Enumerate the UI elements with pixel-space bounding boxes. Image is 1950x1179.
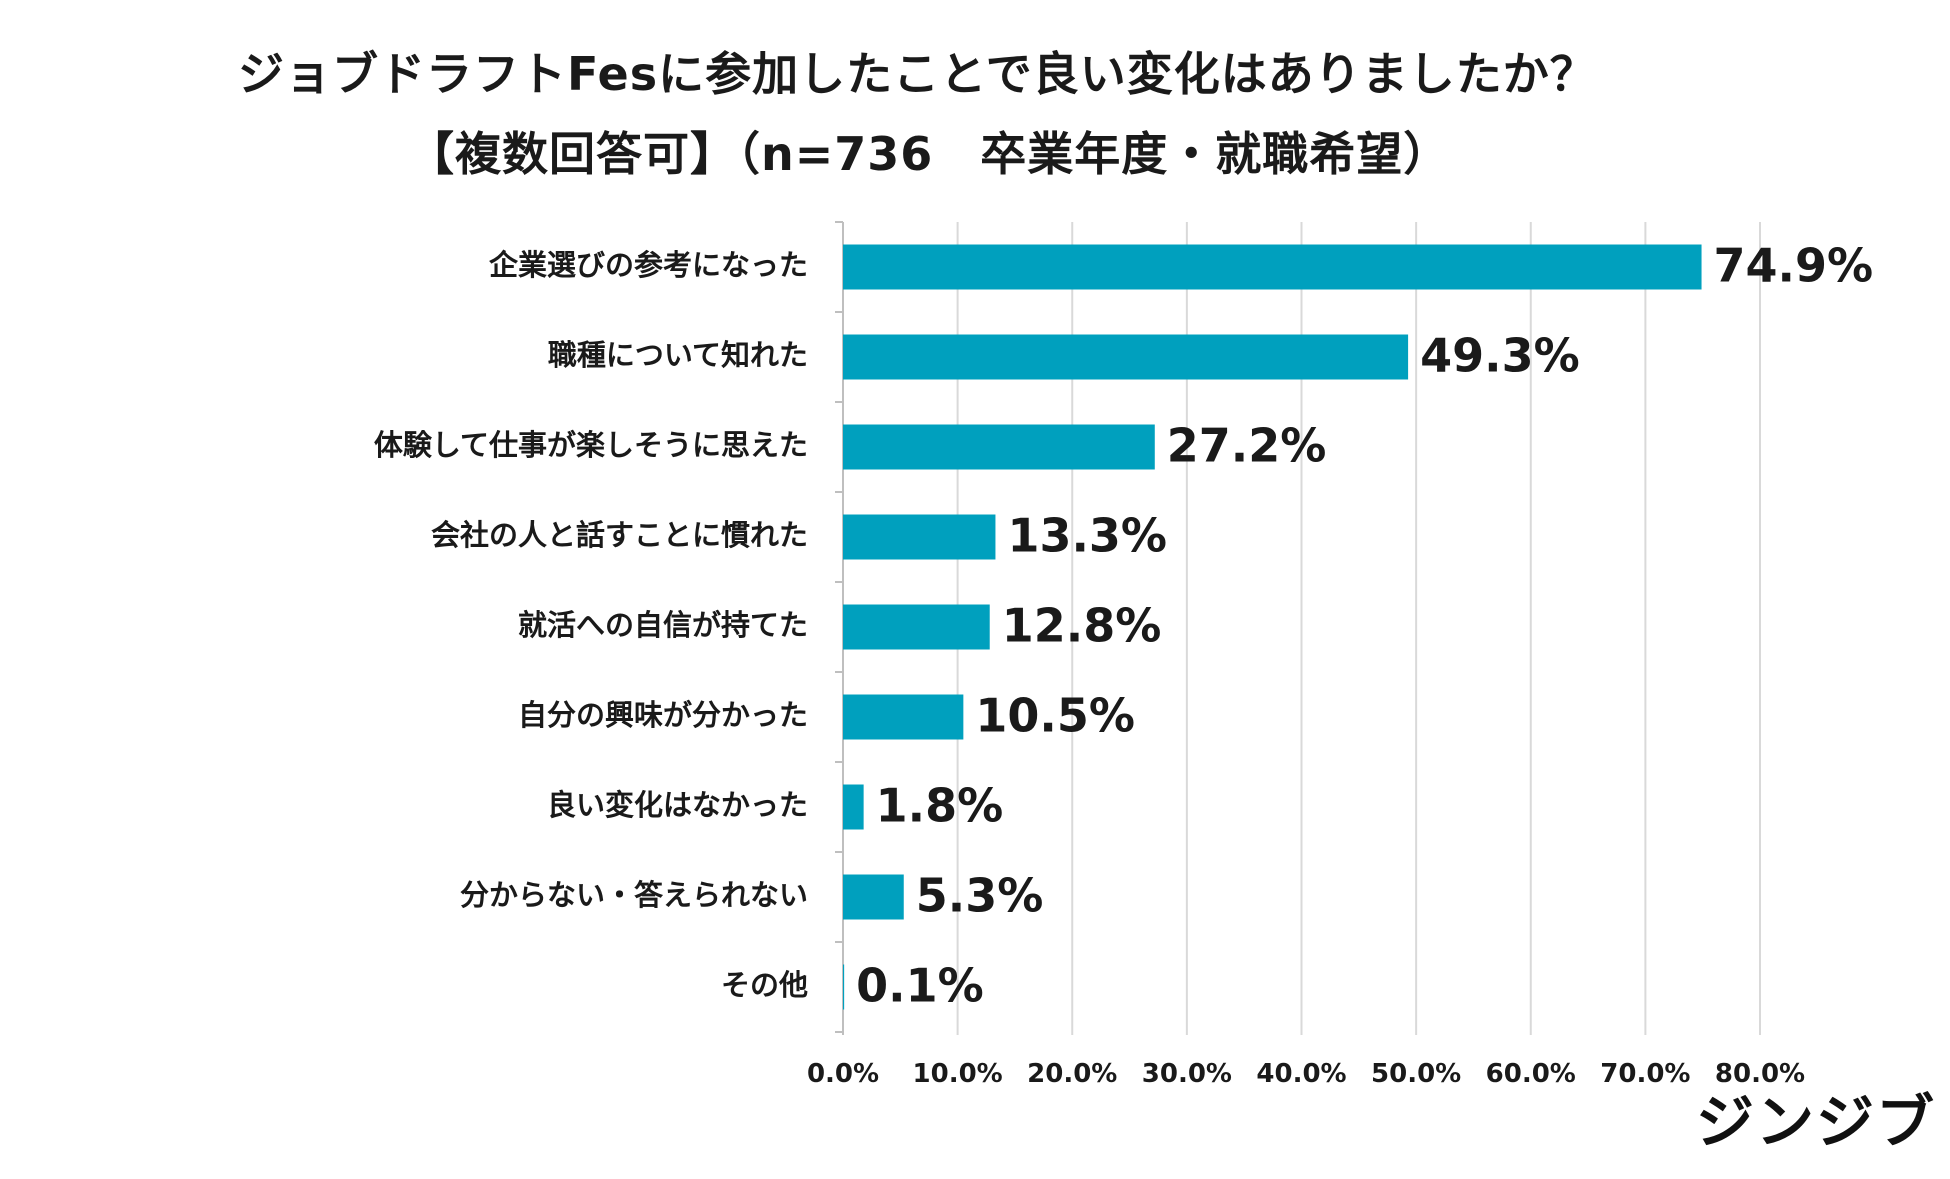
value-label-1: 49.3% bbox=[1420, 329, 1580, 383]
value-label-4: 12.8% bbox=[1002, 599, 1162, 653]
x-tick-label-8: 80.0% bbox=[1715, 1059, 1805, 1089]
category-label-5: 自分の興味が分かった bbox=[518, 698, 808, 732]
category-label-4: 就活への自信が持てた bbox=[518, 608, 808, 642]
category-label-6: 良い変化はなかった bbox=[547, 788, 808, 822]
value-label-7: 5.3% bbox=[916, 869, 1044, 923]
x-tick-label-3: 30.0% bbox=[1142, 1059, 1232, 1089]
category-label-7: 分からない・答えられない bbox=[460, 878, 808, 912]
value-label-3: 13.3% bbox=[1007, 509, 1167, 563]
bar-1 bbox=[843, 334, 1409, 380]
value-label-0: 74.9% bbox=[1714, 239, 1874, 293]
x-tick-label-7: 70.0% bbox=[1600, 1059, 1690, 1089]
category-label-0: 企業選びの参考になった bbox=[489, 248, 808, 282]
category-label-2: 体験して仕事が楽しそうに思えた bbox=[374, 428, 808, 462]
bar-4 bbox=[843, 604, 990, 650]
bar-2 bbox=[843, 424, 1155, 470]
chart-title-line2: 【複数回答可】（n=736 卒業年度・就職希望） bbox=[408, 127, 1451, 181]
x-tick-label-6: 60.0% bbox=[1486, 1059, 1576, 1089]
bar-0 bbox=[843, 244, 1702, 290]
value-label-5: 10.5% bbox=[975, 689, 1135, 743]
bar-3 bbox=[843, 514, 996, 560]
x-tick-label-0: 0.0% bbox=[807, 1059, 879, 1089]
x-tick-label-2: 20.0% bbox=[1027, 1059, 1117, 1089]
value-label-6: 1.8% bbox=[876, 779, 1004, 833]
brand-logo: ジンジブ bbox=[1695, 1088, 1936, 1156]
chart-title-line1: ジョブドラフトFesに参加したことで良い変化はありましたか？ bbox=[238, 47, 1597, 101]
x-tick-label-4: 40.0% bbox=[1256, 1059, 1346, 1089]
value-label-8: 0.1% bbox=[856, 959, 984, 1013]
category-label-8: その他 bbox=[721, 968, 808, 1002]
value-label-2: 27.2% bbox=[1167, 419, 1327, 473]
bar-7 bbox=[843, 874, 904, 920]
category-label-1: 職種について知れた bbox=[548, 338, 808, 372]
bar-6 bbox=[843, 784, 864, 830]
bar-5 bbox=[843, 694, 964, 740]
bar-8 bbox=[843, 964, 845, 1010]
x-tick-label-5: 50.0% bbox=[1371, 1059, 1461, 1089]
category-label-3: 会社の人と話すことに慣れた bbox=[431, 518, 808, 552]
x-tick-label-1: 10.0% bbox=[913, 1059, 1003, 1089]
